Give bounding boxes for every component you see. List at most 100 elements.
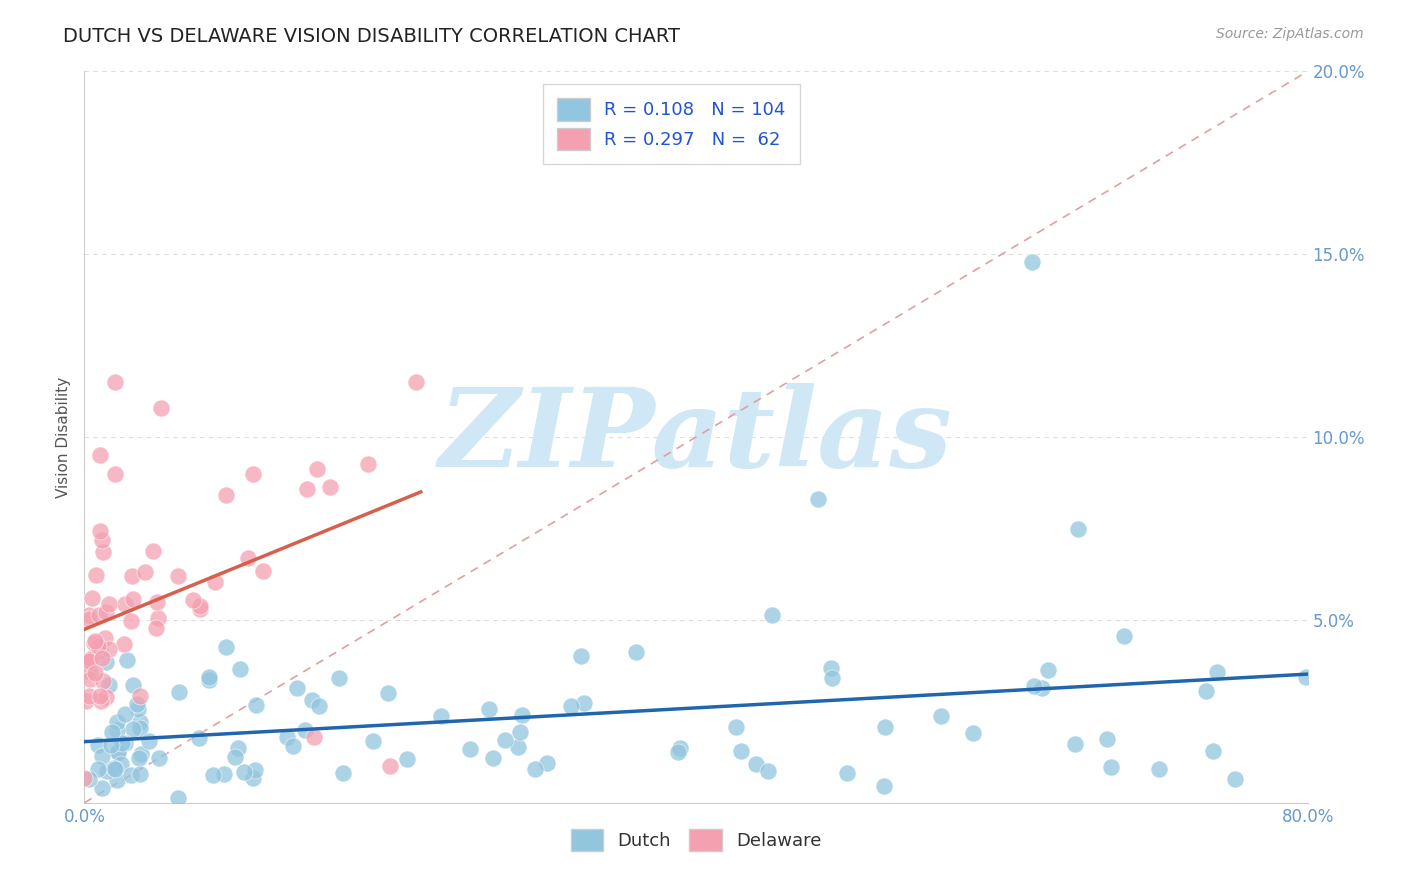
Point xyxy=(357,457,380,471)
Point xyxy=(103,761,125,775)
Point xyxy=(243,763,266,777)
Point xyxy=(73,771,96,785)
Point xyxy=(115,652,138,666)
Point xyxy=(821,671,844,685)
Point xyxy=(107,745,129,759)
Point xyxy=(129,767,152,781)
Point xyxy=(77,612,100,626)
Point xyxy=(1295,670,1317,684)
Point xyxy=(128,714,150,729)
Point xyxy=(142,543,165,558)
Point xyxy=(86,639,108,653)
Point xyxy=(873,779,896,793)
Point xyxy=(148,750,170,764)
Point xyxy=(121,569,143,583)
Point xyxy=(111,735,134,749)
Point xyxy=(188,599,211,613)
Point xyxy=(89,644,111,658)
Point xyxy=(395,752,418,766)
Point xyxy=(875,720,897,734)
Point xyxy=(1095,731,1118,746)
Point xyxy=(101,725,124,739)
Text: Source: ZipAtlas.com: Source: ZipAtlas.com xyxy=(1216,27,1364,41)
Point xyxy=(478,702,501,716)
Point xyxy=(96,764,118,779)
Point xyxy=(79,665,101,679)
Point xyxy=(1206,665,1229,679)
Point xyxy=(835,766,858,780)
Point xyxy=(104,467,127,481)
Point xyxy=(229,662,252,676)
Point xyxy=(114,707,136,722)
Point xyxy=(624,645,647,659)
Point xyxy=(84,634,107,648)
Point xyxy=(90,748,112,763)
Point xyxy=(204,575,226,590)
Point xyxy=(287,681,309,695)
Point xyxy=(1064,737,1087,751)
Point xyxy=(1223,772,1246,786)
Point xyxy=(98,642,121,657)
Point xyxy=(494,733,516,747)
Point xyxy=(94,605,117,619)
Point xyxy=(98,678,121,692)
Point xyxy=(332,765,354,780)
Point xyxy=(212,767,235,781)
Y-axis label: Vision Disability: Vision Disability xyxy=(56,376,72,498)
Legend: Dutch, Delaware: Dutch, Delaware xyxy=(561,820,831,860)
Point xyxy=(77,654,100,668)
Point xyxy=(149,401,172,415)
Point xyxy=(380,759,402,773)
Point xyxy=(226,741,249,756)
Point xyxy=(302,730,325,744)
Point xyxy=(87,739,110,753)
Point xyxy=(89,690,111,704)
Point xyxy=(104,762,127,776)
Point xyxy=(242,771,264,785)
Point xyxy=(167,569,190,583)
Point xyxy=(198,673,221,688)
Point xyxy=(482,751,505,765)
Point xyxy=(89,524,111,539)
Point xyxy=(574,697,596,711)
Point xyxy=(128,721,150,735)
Point xyxy=(560,698,582,713)
Point xyxy=(215,640,238,654)
Point xyxy=(820,661,842,675)
Point xyxy=(730,744,752,758)
Point xyxy=(94,631,117,645)
Point xyxy=(91,674,114,689)
Point xyxy=(215,488,238,502)
Point xyxy=(75,694,97,708)
Point xyxy=(458,742,481,756)
Point xyxy=(756,764,779,779)
Point xyxy=(127,702,149,716)
Point xyxy=(100,738,122,752)
Point xyxy=(91,544,114,558)
Point xyxy=(295,483,318,497)
Point xyxy=(77,607,100,622)
Point xyxy=(105,773,128,788)
Point xyxy=(105,723,128,737)
Point xyxy=(79,689,101,703)
Point xyxy=(112,636,135,650)
Point xyxy=(146,595,169,609)
Point xyxy=(252,565,274,579)
Point xyxy=(233,765,256,780)
Point xyxy=(1194,684,1216,698)
Point xyxy=(91,651,114,665)
Point xyxy=(82,591,104,605)
Point xyxy=(509,724,531,739)
Point xyxy=(361,734,384,748)
Point xyxy=(167,791,190,805)
Point xyxy=(1067,521,1090,535)
Point xyxy=(167,685,190,699)
Point xyxy=(96,690,118,704)
Point xyxy=(666,745,689,759)
Point xyxy=(114,736,136,750)
Point xyxy=(125,698,148,712)
Point xyxy=(430,708,453,723)
Point xyxy=(89,448,111,462)
Point xyxy=(77,772,100,787)
Point xyxy=(121,722,143,736)
